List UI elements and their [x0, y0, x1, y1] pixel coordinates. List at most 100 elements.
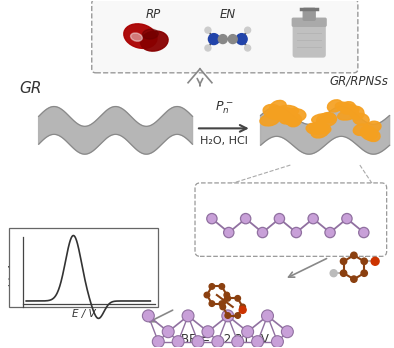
Ellipse shape: [367, 121, 381, 132]
Circle shape: [224, 227, 234, 238]
Circle shape: [359, 227, 369, 238]
Ellipse shape: [316, 113, 336, 127]
Text: GR/RPNSs: GR/RPNSs: [330, 75, 388, 88]
FancyBboxPatch shape: [9, 228, 158, 307]
FancyBboxPatch shape: [92, 0, 358, 73]
Circle shape: [274, 213, 284, 224]
Circle shape: [172, 336, 184, 348]
Circle shape: [152, 336, 164, 348]
Circle shape: [235, 295, 240, 301]
Circle shape: [240, 304, 245, 310]
Polygon shape: [260, 106, 390, 154]
Ellipse shape: [269, 100, 286, 114]
Circle shape: [340, 270, 347, 276]
Text: Signal amplification: Signal amplification: [49, 243, 132, 252]
FancyBboxPatch shape: [195, 183, 387, 256]
FancyBboxPatch shape: [303, 8, 315, 20]
Ellipse shape: [338, 110, 359, 120]
Circle shape: [291, 227, 301, 238]
Text: I / μA: I / μA: [9, 263, 18, 286]
Circle shape: [218, 34, 227, 44]
Ellipse shape: [277, 105, 299, 115]
Circle shape: [209, 284, 215, 289]
Ellipse shape: [314, 123, 331, 134]
Ellipse shape: [142, 29, 158, 39]
Ellipse shape: [309, 122, 329, 133]
Circle shape: [242, 326, 254, 338]
Text: E / V: E / V: [72, 309, 96, 319]
Circle shape: [207, 213, 217, 224]
Circle shape: [371, 257, 379, 265]
Ellipse shape: [327, 100, 343, 112]
Text: $P_n^-$: $P_n^-$: [215, 100, 233, 117]
Circle shape: [162, 326, 174, 338]
Circle shape: [239, 307, 246, 314]
Circle shape: [142, 310, 154, 322]
Circle shape: [351, 276, 357, 282]
Circle shape: [225, 295, 230, 301]
Text: GR: GR: [19, 81, 42, 96]
Ellipse shape: [312, 114, 331, 124]
Text: ANI: ANI: [349, 247, 369, 260]
Text: EN: EN: [220, 8, 236, 21]
Circle shape: [240, 213, 251, 224]
Ellipse shape: [286, 114, 301, 127]
Circle shape: [281, 326, 293, 338]
Ellipse shape: [130, 33, 142, 41]
Circle shape: [208, 34, 219, 45]
Circle shape: [202, 326, 214, 338]
Circle shape: [340, 258, 347, 264]
Circle shape: [232, 336, 243, 348]
Circle shape: [236, 34, 247, 45]
Circle shape: [325, 227, 335, 238]
Ellipse shape: [124, 24, 157, 48]
Ellipse shape: [283, 114, 300, 125]
Ellipse shape: [364, 129, 380, 142]
Circle shape: [351, 252, 357, 259]
Ellipse shape: [311, 125, 329, 138]
Ellipse shape: [141, 31, 168, 51]
Ellipse shape: [274, 107, 294, 119]
Circle shape: [228, 34, 237, 44]
Ellipse shape: [350, 106, 364, 120]
Ellipse shape: [267, 108, 287, 119]
Circle shape: [225, 313, 230, 318]
Circle shape: [262, 310, 273, 322]
Ellipse shape: [335, 102, 352, 112]
Circle shape: [222, 310, 234, 322]
Ellipse shape: [353, 124, 370, 135]
Circle shape: [342, 213, 352, 224]
Circle shape: [219, 284, 225, 289]
FancyBboxPatch shape: [292, 18, 326, 26]
Ellipse shape: [361, 126, 377, 140]
Circle shape: [220, 304, 226, 310]
Circle shape: [361, 258, 367, 264]
Circle shape: [192, 336, 204, 348]
Circle shape: [330, 270, 337, 277]
Ellipse shape: [263, 104, 283, 119]
Ellipse shape: [340, 102, 355, 114]
Circle shape: [219, 301, 225, 306]
Circle shape: [204, 292, 210, 298]
Circle shape: [212, 336, 224, 348]
Circle shape: [182, 310, 194, 322]
Ellipse shape: [284, 109, 306, 122]
Text: H₂O, HCl: H₂O, HCl: [200, 136, 248, 146]
Ellipse shape: [339, 104, 359, 113]
Circle shape: [245, 45, 251, 51]
Ellipse shape: [260, 114, 279, 126]
Circle shape: [252, 336, 264, 348]
Circle shape: [257, 227, 268, 238]
Polygon shape: [39, 106, 193, 154]
Circle shape: [205, 45, 211, 51]
Circle shape: [308, 213, 318, 224]
Circle shape: [205, 27, 211, 33]
Ellipse shape: [279, 111, 296, 124]
Text: RP: RP: [146, 8, 161, 21]
Circle shape: [271, 336, 283, 348]
Circle shape: [235, 313, 240, 318]
Circle shape: [224, 292, 230, 298]
Circle shape: [361, 270, 367, 276]
Text: BE = −2.31 eV: BE = −2.31 eV: [181, 333, 269, 346]
FancyBboxPatch shape: [293, 21, 325, 57]
